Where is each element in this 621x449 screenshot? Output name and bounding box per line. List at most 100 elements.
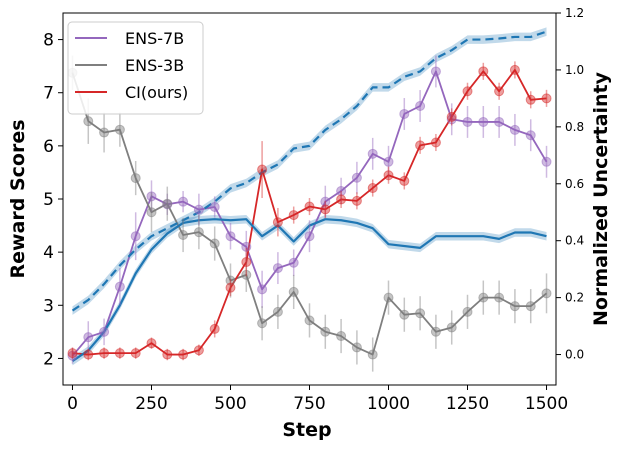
x-tick-label: 1250	[446, 394, 489, 414]
point-ens-7b	[446, 114, 457, 125]
point-ens-7b	[225, 231, 236, 242]
line-ens-3b	[71, 72, 548, 356]
x-axis-title: Step	[282, 419, 331, 441]
point-ens-7b	[509, 124, 520, 135]
point-ens-3b	[225, 275, 236, 286]
point-ens-7b	[99, 326, 110, 337]
point-ens-7b	[178, 196, 189, 207]
point-ci-ours	[146, 338, 157, 349]
point-ens-7b	[304, 231, 315, 242]
point-ens-3b	[162, 198, 173, 209]
legend-label-ens-3b: ENS-3B	[125, 56, 184, 75]
point-ens-7b	[336, 186, 347, 197]
x-tick-label: 750	[293, 394, 325, 414]
point-ci-ours	[178, 349, 189, 360]
point-ens-3b	[525, 301, 536, 312]
point-ci-ours	[193, 345, 204, 356]
line-reward-dashed	[71, 30, 547, 312]
point-ens-3b	[288, 286, 299, 297]
point-ens-7b	[367, 148, 378, 159]
y2-tick-label: 1.2	[565, 6, 584, 20]
point-ens-3b	[114, 124, 125, 135]
point-ens-7b	[257, 284, 268, 295]
point-ens-3b	[320, 326, 331, 337]
point-ens-7b	[399, 108, 410, 119]
point-ens-3b	[383, 292, 394, 303]
y-tick-label: 5	[43, 190, 54, 210]
point-ci-ours	[399, 175, 410, 186]
point-ci-ours	[225, 282, 236, 293]
y2-tick-label: 0.0	[565, 348, 584, 362]
point-ens-7b	[541, 156, 552, 167]
legend-label-ens-7b: ENS-7B	[125, 29, 184, 48]
legend: ENS-7B ENS-3B CI(ours)	[67, 21, 204, 115]
y-tick-label: 2	[43, 349, 54, 369]
y-axis-title: Reward Scores	[7, 119, 29, 278]
point-ens-3b	[241, 269, 252, 280]
point-ens-7b	[462, 116, 473, 127]
point-ens-3b	[399, 309, 410, 320]
y2-tick-label: 0.4	[565, 234, 584, 248]
point-ci-ours	[288, 210, 299, 221]
point-ci-ours	[446, 111, 457, 122]
point-ens-7b	[193, 204, 204, 215]
y2-axis-title: Normalized Uncertainty	[590, 71, 612, 326]
point-ens-7b	[146, 191, 157, 202]
point-ens-7b	[288, 257, 299, 268]
point-ci-ours	[272, 217, 283, 228]
point-ens-7b	[67, 350, 78, 361]
point-ens-7b	[272, 263, 283, 274]
point-ci-ours	[162, 349, 173, 360]
point-ci-ours	[304, 201, 315, 212]
point-ci-ours	[67, 348, 78, 359]
point-ens-3b	[462, 306, 473, 317]
x-tick-label: 1000	[367, 394, 410, 414]
point-ens-7b	[114, 281, 125, 292]
point-ci-ours	[383, 170, 394, 181]
point-ci-ours	[525, 94, 536, 105]
point-ci-ours	[509, 64, 520, 75]
point-ens-3b	[130, 173, 141, 184]
x-tick-label: 0	[67, 394, 78, 414]
point-ens-3b	[446, 322, 457, 333]
point-ci-ours	[367, 183, 378, 194]
y2-tick-label: 0.6	[565, 177, 584, 191]
point-ens-7b	[478, 116, 489, 127]
point-ci-ours	[351, 195, 362, 206]
x-tick-label: 250	[135, 394, 167, 414]
point-ens-7b	[209, 201, 220, 212]
line-ci-ours	[72, 69, 547, 356]
point-ci-ours	[114, 348, 125, 359]
point-ci-ours	[83, 349, 94, 360]
point-ens-3b	[541, 288, 552, 299]
y-tick-label: 8	[43, 31, 54, 51]
point-ci-ours	[336, 194, 347, 205]
point-ens-3b	[272, 306, 283, 317]
point-ens-7b	[415, 101, 426, 111]
point-ens-3b	[478, 292, 489, 303]
point-ens-7b	[83, 332, 94, 343]
point-ens-3b	[209, 238, 220, 249]
x-tick-label: 1500	[525, 394, 568, 414]
point-ens-7b	[430, 66, 441, 77]
point-ci-ours	[257, 164, 268, 175]
point-ens-3b	[178, 230, 189, 241]
point-ens-7b	[351, 172, 362, 183]
y-tick-label: 6	[43, 137, 54, 157]
point-ci-ours	[209, 323, 220, 334]
point-ens-7b	[130, 231, 141, 242]
y-tick-label: 4	[43, 243, 54, 263]
point-ens-3b	[146, 207, 157, 218]
y-tick-label: 3	[43, 296, 54, 316]
point-ens-3b	[430, 326, 441, 337]
point-ens-3b	[415, 308, 426, 319]
point-ens-7b	[320, 196, 331, 207]
line-ens-7b	[71, 70, 548, 357]
point-ens-3b	[336, 331, 347, 342]
point-ens-3b	[351, 342, 362, 353]
point-ens-3b	[367, 349, 378, 360]
point-ci-ours	[494, 86, 505, 97]
point-ci-ours	[320, 204, 331, 215]
y-tick-label: 7	[43, 84, 54, 104]
